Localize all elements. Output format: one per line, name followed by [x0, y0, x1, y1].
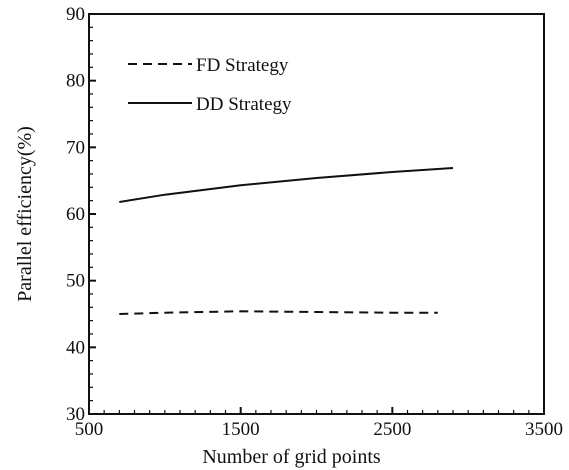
- x-axis-label: Number of grid points: [202, 446, 381, 468]
- y-tick-label: 40: [66, 337, 85, 358]
- y-tick-label: 60: [66, 204, 85, 225]
- y-axis-label: Parallel efficiency(%): [14, 126, 36, 302]
- x-tick-label: 500: [75, 419, 104, 440]
- legend-label: DD Strategy: [196, 94, 292, 115]
- y-tick-label: 70: [66, 137, 85, 158]
- x-axis-ticks: 500 1500 2500 3500: [75, 407, 563, 440]
- legend-label: FD Strategy: [196, 55, 289, 76]
- y-tick-label: 90: [66, 4, 85, 25]
- series-line-dd-strategy: [119, 167, 454, 203]
- legend: FD Strategy DD Strategy: [128, 55, 292, 115]
- x-tick-label: 1500: [222, 419, 260, 440]
- y-tick-label: 30: [66, 404, 85, 425]
- plot-border: [88, 13, 545, 415]
- x-tick-label: 3500: [525, 419, 563, 440]
- x-tick-label: 2500: [373, 419, 411, 440]
- series-layer: [119, 167, 454, 315]
- y-tick-label: 80: [66, 71, 85, 92]
- y-tick-label: 50: [66, 271, 85, 292]
- plot-frame: [88, 13, 545, 415]
- series-line-fd-strategy: [119, 310, 438, 315]
- y-axis-ticks: 30 40 50 60 70 80 90: [66, 4, 96, 425]
